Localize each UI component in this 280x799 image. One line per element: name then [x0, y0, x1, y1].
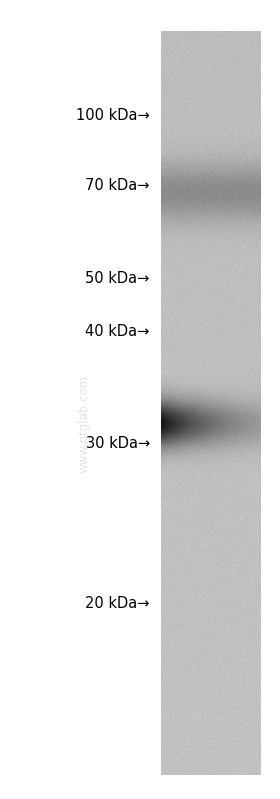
- Text: 70 kDa→: 70 kDa→: [85, 178, 150, 193]
- Text: 40 kDa→: 40 kDa→: [85, 324, 150, 339]
- Text: 20 kDa→: 20 kDa→: [85, 596, 150, 610]
- Text: 100 kDa→: 100 kDa→: [76, 109, 150, 123]
- Text: 50 kDa→: 50 kDa→: [85, 271, 150, 285]
- Text: 30 kDa→: 30 kDa→: [86, 436, 150, 451]
- Text: www.ptglab.com: www.ptglab.com: [78, 375, 90, 472]
